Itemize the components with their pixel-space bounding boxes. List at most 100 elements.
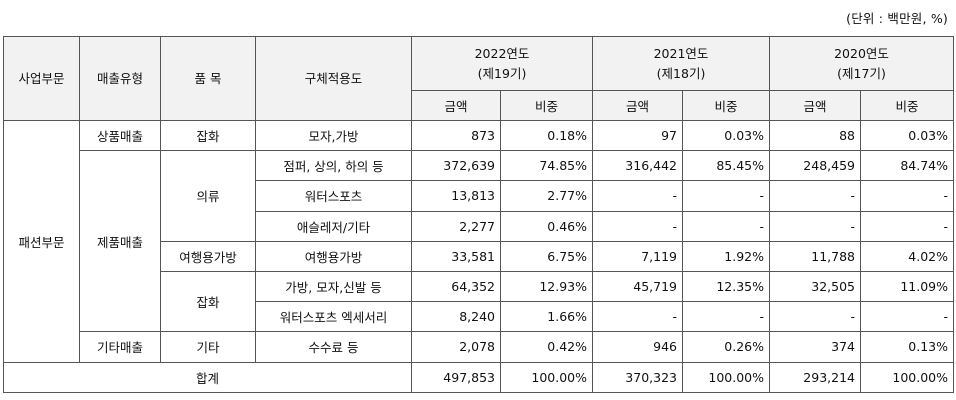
value-cell: 0.42% bbox=[500, 331, 593, 363]
value-cell: 2,277 bbox=[411, 210, 501, 242]
value-cell: 11,788 bbox=[769, 240, 861, 272]
header-year-2021: 2021연도 (제18기) bbox=[592, 36, 770, 91]
item-cell: 기타 bbox=[160, 331, 256, 363]
value-cell: 7,119 bbox=[592, 240, 683, 272]
value-cell: - bbox=[682, 180, 770, 212]
header-year-label: 2020연도 bbox=[834, 46, 889, 62]
value-cell: 32,505 bbox=[769, 270, 861, 303]
value-cell: 946 bbox=[592, 331, 683, 363]
segment-cell: 패션부문 bbox=[3, 120, 80, 363]
header-amount: 금액 bbox=[592, 90, 683, 121]
usage-cell: 여행용가방 bbox=[255, 240, 412, 272]
value-cell: 6.75% bbox=[500, 240, 593, 272]
value-cell: 1.66% bbox=[500, 301, 593, 333]
item-cell: 의류 bbox=[160, 150, 256, 242]
value-cell: 84.74% bbox=[860, 150, 954, 182]
table-row: 여행용가방 여행용가방 33,581 6.75% 7,119 1.92% 11,… bbox=[4, 240, 954, 272]
value-cell: - bbox=[682, 301, 770, 333]
value-cell: 11.09% bbox=[860, 270, 954, 303]
value-cell: 4.02% bbox=[860, 240, 954, 272]
header-ratio: 비중 bbox=[682, 90, 770, 121]
value-cell: 8,240 bbox=[411, 301, 501, 333]
header-year-2022: 2022연도 (제19기) bbox=[411, 36, 593, 91]
value-cell: - bbox=[769, 301, 861, 333]
value-cell: - bbox=[860, 180, 954, 212]
value-cell: 33,581 bbox=[411, 240, 501, 272]
header-ratio: 비중 bbox=[500, 90, 593, 121]
header-amount: 금액 bbox=[769, 90, 861, 121]
value-cell: 372,639 bbox=[411, 150, 501, 182]
value-cell: 0.03% bbox=[860, 119, 954, 152]
value-cell: 0.03% bbox=[682, 119, 770, 152]
total-value-cell: 100.00% bbox=[500, 361, 593, 393]
header-item: 품 목 bbox=[160, 36, 256, 121]
table-row: 워터스포츠 13,813 2.77% - - - - bbox=[4, 180, 954, 212]
value-cell: - bbox=[860, 210, 954, 242]
value-cell: - bbox=[769, 180, 861, 212]
sales-table: 사업부문 매출유형 품 목 구체적용도 2022연도 (제19기) 2021연도… bbox=[3, 36, 954, 393]
value-cell: 45,719 bbox=[592, 270, 683, 303]
value-cell: 13,813 bbox=[411, 180, 501, 212]
usage-cell: 애슬레저/기타 bbox=[255, 210, 412, 242]
header-period-label: (제19기) bbox=[477, 65, 527, 81]
table-row: 기타매출 기타 수수료 등 2,078 0.42% 946 0.26% 374 … bbox=[4, 331, 954, 363]
header-sales-type: 매출유형 bbox=[79, 36, 161, 121]
total-row: 합계 497,853 100.00% 370,323 100.00% 293,2… bbox=[3, 361, 954, 393]
table-row: 제품매출 의류 점퍼, 상의, 하의 등 372,639 74.85% 316,… bbox=[4, 150, 954, 333]
value-cell: 2.77% bbox=[500, 180, 593, 212]
total-value-cell: 100.00% bbox=[860, 361, 954, 393]
usage-cell: 모자,가방 bbox=[255, 119, 412, 152]
value-cell: - bbox=[592, 210, 683, 242]
header-year-2020: 2020연도 (제17기) bbox=[769, 36, 954, 91]
unit-note: (단위 : 백만원, %) bbox=[846, 11, 948, 26]
value-cell: 74.85% bbox=[500, 150, 593, 182]
value-cell: - bbox=[769, 210, 861, 242]
usage-cell: 점퍼, 상의, 하의 등 bbox=[255, 150, 412, 182]
total-value-cell: 497,853 bbox=[411, 361, 501, 393]
sales-type-cell: 상품매출 bbox=[79, 119, 161, 152]
header-year-label: 2021연도 bbox=[653, 46, 709, 62]
value-cell: 0.18% bbox=[500, 119, 593, 152]
value-cell: 316,442 bbox=[592, 150, 683, 182]
value-cell: - bbox=[860, 301, 954, 333]
value-cell: 0.46% bbox=[500, 210, 593, 242]
usage-cell: 가방, 모자,신발 등 bbox=[255, 270, 412, 303]
total-value-cell: 293,214 bbox=[769, 361, 861, 393]
header-usage: 구체적용도 bbox=[255, 36, 412, 121]
value-cell: 85.45% bbox=[682, 150, 770, 182]
value-cell: 0.26% bbox=[682, 331, 770, 363]
table-row: 잡화 가방, 모자,신발 등 64,352 12.93% 45,719 12.3… bbox=[4, 270, 954, 333]
total-value-cell: 100.00% bbox=[682, 361, 770, 393]
header-ratio: 비중 bbox=[860, 90, 954, 121]
value-cell: 88 bbox=[769, 119, 861, 152]
value-cell: 374 bbox=[769, 331, 861, 363]
value-cell: 12.93% bbox=[500, 270, 593, 303]
item-cell: 잡화 bbox=[160, 270, 256, 333]
value-cell: 248,459 bbox=[769, 150, 861, 182]
usage-cell: 수수료 등 bbox=[255, 331, 412, 363]
usage-cell: 워터스포츠 엑세서리 bbox=[255, 301, 412, 333]
item-cell: 잡화 bbox=[160, 119, 256, 152]
header-year-label: 2022연도 bbox=[474, 46, 530, 62]
value-cell: 0.13% bbox=[860, 331, 954, 363]
value-cell: - bbox=[592, 301, 683, 333]
header-segment: 사업부문 bbox=[3, 36, 80, 121]
sales-type-cell: 기타매출 bbox=[79, 331, 161, 363]
value-cell: 873 bbox=[411, 119, 501, 152]
total-label: 합계 bbox=[3, 361, 412, 393]
total-value-cell: 370,323 bbox=[592, 361, 683, 393]
value-cell: 2,078 bbox=[411, 331, 501, 363]
sales-type-cell: 제품매출 bbox=[79, 150, 161, 333]
header-amount: 금액 bbox=[411, 90, 501, 121]
value-cell: - bbox=[592, 180, 683, 212]
header-period-label: (제17기) bbox=[837, 65, 886, 81]
header-period-label: (제18기) bbox=[656, 65, 706, 81]
table-row: 패션부문 상품매출 잡화 모자,가방 873 0.18% 97 0.03% 88… bbox=[3, 119, 954, 363]
value-cell: 12.35% bbox=[682, 270, 770, 303]
item-cell: 여행용가방 bbox=[160, 240, 256, 272]
value-cell: 97 bbox=[592, 119, 683, 152]
usage-cell: 워터스포츠 bbox=[255, 180, 412, 212]
value-cell: 64,352 bbox=[411, 270, 501, 303]
value-cell: - bbox=[682, 210, 770, 242]
value-cell: 1.92% bbox=[682, 240, 770, 272]
